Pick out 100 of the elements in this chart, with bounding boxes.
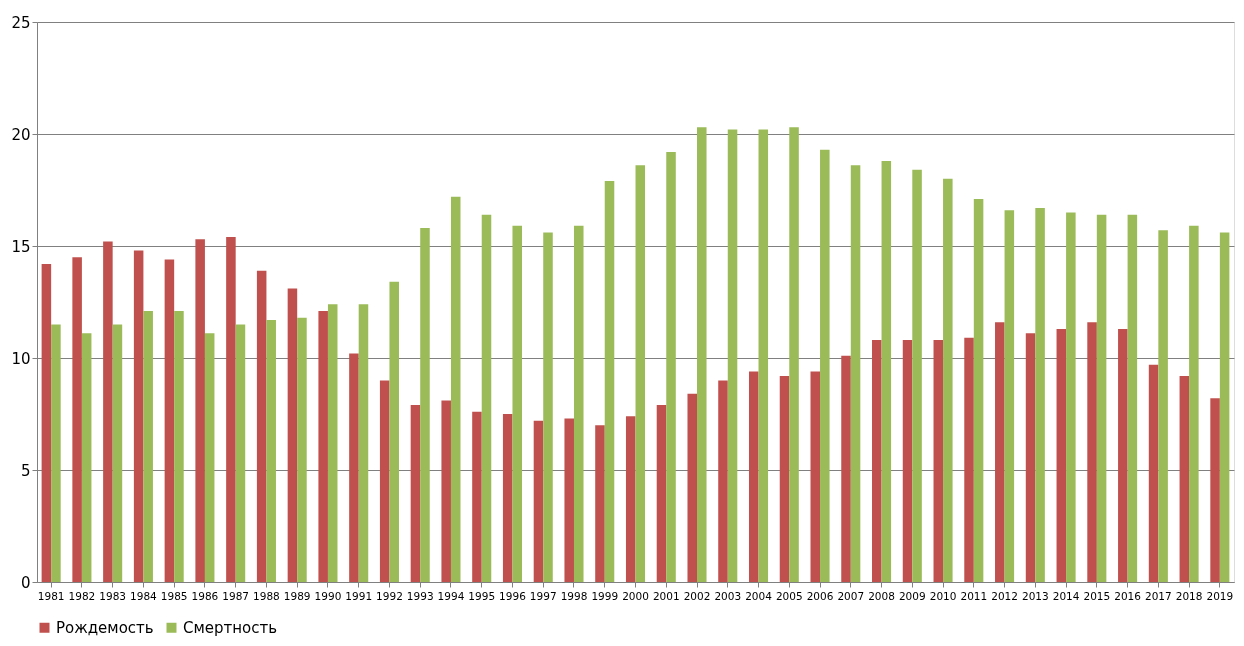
bar xyxy=(287,288,298,582)
bar xyxy=(973,198,984,582)
bar xyxy=(666,151,676,582)
bar xyxy=(410,405,421,582)
x-tick-label: 2008 xyxy=(868,589,895,602)
x-tick-label: 1995 xyxy=(468,589,496,602)
bar xyxy=(687,393,698,582)
bar xyxy=(174,310,184,582)
bar xyxy=(1179,375,1190,582)
bar xyxy=(318,310,328,582)
x-tick-label: 2007 xyxy=(837,589,865,602)
bar xyxy=(595,425,605,582)
x-tick-label: 1994 xyxy=(437,589,465,602)
bar xyxy=(912,169,922,582)
bar xyxy=(327,304,338,582)
bar xyxy=(1004,210,1015,582)
bar xyxy=(1127,214,1138,582)
bar xyxy=(995,322,1005,582)
x-tick-label: 1988 xyxy=(253,589,280,602)
bar xyxy=(226,237,236,582)
x-tick-label: 2014 xyxy=(1052,589,1080,602)
bar xyxy=(1025,333,1036,582)
x-tick-label: 2000 xyxy=(622,589,649,602)
bar xyxy=(143,310,153,582)
bar xyxy=(450,196,461,582)
bar xyxy=(512,225,523,582)
bar xyxy=(1066,212,1076,582)
bar xyxy=(635,165,646,582)
x-tick-label: 1987 xyxy=(222,589,250,602)
bar xyxy=(964,337,974,582)
bar xyxy=(902,340,913,582)
bar xyxy=(533,420,544,582)
bar xyxy=(349,353,359,582)
bar xyxy=(41,263,52,582)
bar xyxy=(1158,230,1168,582)
bar xyxy=(472,411,482,582)
bar xyxy=(133,250,144,582)
y-tick-label: 10 xyxy=(11,349,31,368)
x-tick-label: 2005 xyxy=(775,589,803,602)
x-tick-label: 2019 xyxy=(1206,589,1234,602)
x-tick-label: 2009 xyxy=(898,589,926,602)
bar xyxy=(103,241,113,582)
bar xyxy=(235,324,246,582)
bar xyxy=(420,228,430,582)
bar xyxy=(727,129,738,582)
bar xyxy=(789,127,799,582)
legend-label: Смертность xyxy=(183,618,278,637)
bar xyxy=(933,340,944,582)
bar xyxy=(625,416,636,582)
bar xyxy=(573,225,584,582)
bar xyxy=(266,319,276,582)
x-tick-label: 2006 xyxy=(806,589,834,602)
bar xyxy=(1118,328,1128,582)
x-tick-label: 1984 xyxy=(130,589,158,602)
x-tick-label: 1989 xyxy=(283,589,311,602)
x-tick-label: 1997 xyxy=(529,589,557,602)
x-tick-label: 2002 xyxy=(683,589,711,602)
x-tick-label: 2015 xyxy=(1083,589,1111,602)
y-tick-label: 15 xyxy=(11,237,31,256)
x-tick-label: 1991 xyxy=(345,589,373,602)
bar xyxy=(204,333,215,582)
bar xyxy=(1219,232,1230,582)
x-tick-label: 2003 xyxy=(714,589,742,602)
x-tick-label: 1998 xyxy=(560,589,588,602)
bar xyxy=(1035,207,1045,582)
bar xyxy=(1148,364,1159,582)
bar xyxy=(256,270,267,582)
x-tick-label: 1993 xyxy=(406,589,434,602)
x-tick-label: 1996 xyxy=(499,589,527,602)
x-tick-label: 1985 xyxy=(160,589,188,602)
y-tick-label: 20 xyxy=(11,125,31,144)
bar xyxy=(943,178,953,582)
x-tick-label: 1983 xyxy=(99,589,127,602)
x-tick-label: 1992 xyxy=(376,589,403,602)
x-tick-label: 1982 xyxy=(68,589,96,602)
bar xyxy=(81,333,92,582)
bar xyxy=(112,324,123,582)
bar xyxy=(718,380,728,582)
bar xyxy=(604,181,615,582)
bar xyxy=(543,232,553,582)
x-tick-label: 2012 xyxy=(991,589,1018,602)
x-tick-label: 1999 xyxy=(591,589,619,602)
x-tick-label: 2010 xyxy=(929,589,957,602)
y-tick-label: 0 xyxy=(20,573,31,592)
bar xyxy=(850,165,861,582)
bar xyxy=(1096,214,1107,582)
x-tick-label: 2016 xyxy=(1114,589,1142,602)
bar xyxy=(72,257,82,582)
x-tick-label: 2004 xyxy=(745,589,773,602)
x-tick-label: 1986 xyxy=(191,589,219,602)
x-tick-label: 2011 xyxy=(960,589,988,602)
bar xyxy=(1087,322,1097,582)
bar xyxy=(297,317,307,582)
x-tick-label: 1981 xyxy=(37,589,65,602)
legend-label: Рождемость xyxy=(56,618,154,637)
bar xyxy=(1189,225,1199,582)
bar xyxy=(810,371,821,582)
x-tick-label: 2013 xyxy=(1021,589,1049,602)
x-tick-label: 2018 xyxy=(1175,589,1203,602)
x-tick-label: 1990 xyxy=(314,589,342,602)
